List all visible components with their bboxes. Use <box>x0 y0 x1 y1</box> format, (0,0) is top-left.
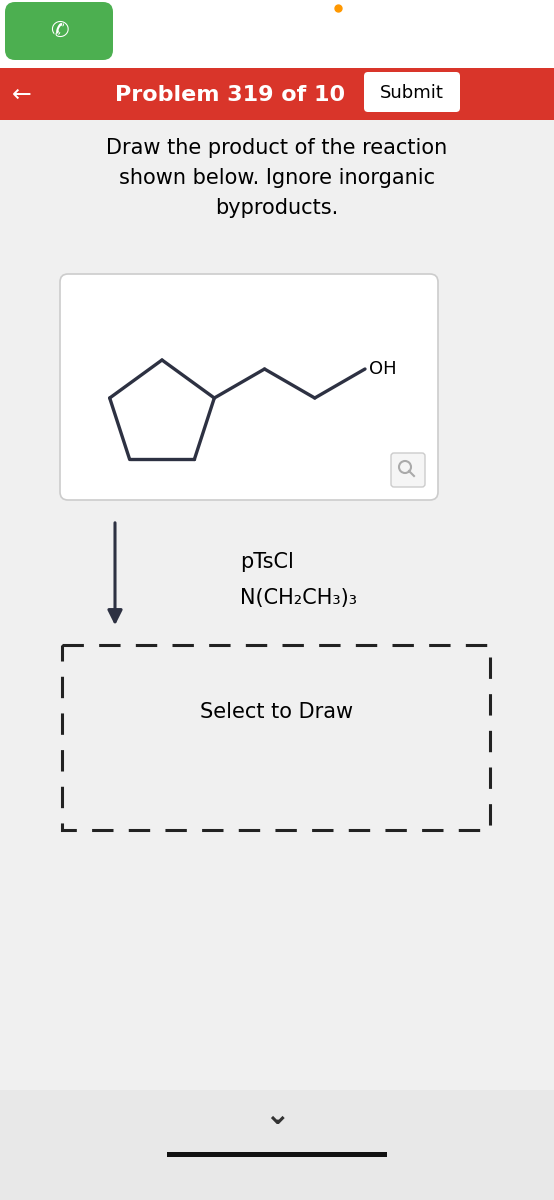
Text: Submit: Submit <box>380 84 444 102</box>
FancyBboxPatch shape <box>364 72 460 112</box>
Text: shown below. Ignore inorganic: shown below. Ignore inorganic <box>119 168 435 188</box>
FancyBboxPatch shape <box>0 68 554 120</box>
Text: Select to Draw: Select to Draw <box>201 702 353 722</box>
Text: byproducts.: byproducts. <box>216 198 338 218</box>
Text: N(CH₂CH₃)₃: N(CH₂CH₃)₃ <box>240 588 357 608</box>
Text: ←: ← <box>12 83 32 107</box>
Bar <box>62 646 490 830</box>
FancyBboxPatch shape <box>167 1152 387 1157</box>
Text: ✆: ✆ <box>50 20 68 41</box>
Text: OH: OH <box>369 360 397 378</box>
Text: Problem 319 of 10: Problem 319 of 10 <box>115 85 345 104</box>
Text: pTsCl: pTsCl <box>240 552 294 572</box>
FancyBboxPatch shape <box>0 0 554 68</box>
Text: Draw the product of the reaction: Draw the product of the reaction <box>106 138 448 158</box>
FancyBboxPatch shape <box>5 2 113 60</box>
FancyBboxPatch shape <box>60 274 438 500</box>
Text: ⌄: ⌄ <box>264 1100 290 1129</box>
FancyBboxPatch shape <box>0 1090 554 1200</box>
FancyBboxPatch shape <box>391 452 425 487</box>
